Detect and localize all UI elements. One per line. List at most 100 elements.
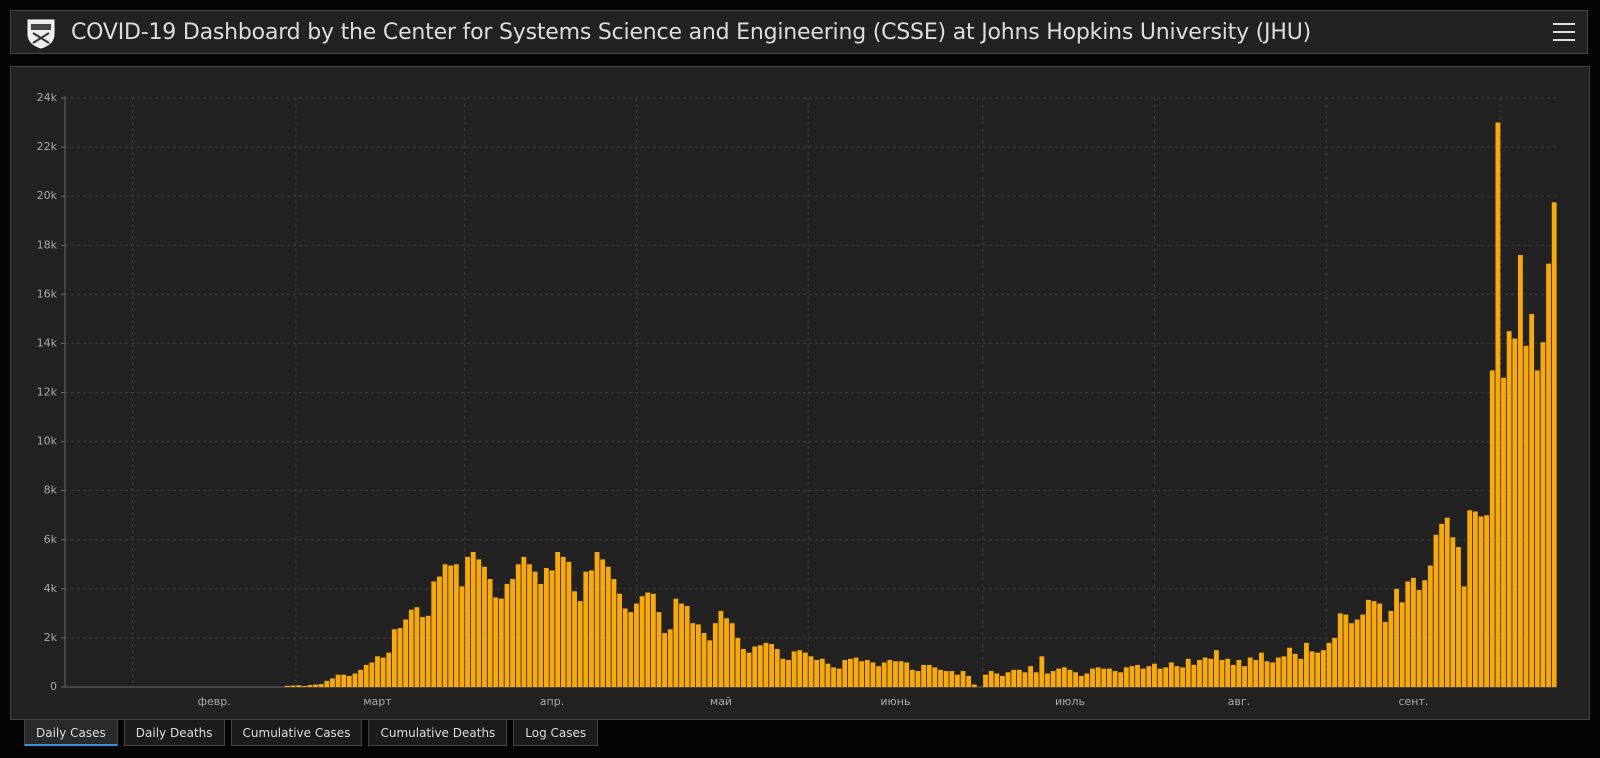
bar — [836, 668, 842, 687]
bar — [1225, 658, 1231, 687]
bar — [1309, 651, 1315, 687]
bar — [375, 656, 380, 687]
bar — [1073, 672, 1079, 687]
bar — [639, 596, 645, 687]
bar — [881, 662, 887, 687]
bar — [1320, 650, 1326, 687]
bar — [1230, 664, 1236, 687]
bar — [1529, 313, 1535, 687]
bar — [1247, 657, 1253, 687]
bar — [712, 623, 718, 687]
bar — [1433, 534, 1439, 687]
y-tick-label: 14k — [37, 336, 58, 349]
bar — [701, 633, 707, 687]
bar — [538, 583, 544, 687]
bar — [1028, 666, 1033, 687]
bar — [1461, 586, 1467, 687]
bar — [1422, 580, 1428, 687]
bar — [448, 565, 454, 687]
bar — [605, 566, 611, 687]
bar — [346, 675, 352, 687]
bar — [774, 648, 780, 687]
bar — [842, 660, 848, 687]
bar — [1078, 675, 1084, 687]
bar — [926, 664, 932, 687]
bar — [769, 644, 775, 687]
bar — [1506, 331, 1512, 687]
bar — [780, 658, 786, 687]
bar — [515, 564, 521, 687]
bar — [324, 680, 330, 687]
bar — [1253, 660, 1259, 687]
bar — [403, 619, 409, 687]
bar — [1292, 653, 1298, 687]
bar — [909, 669, 915, 687]
bar — [1140, 668, 1146, 687]
bar — [431, 581, 437, 687]
bar — [577, 601, 583, 687]
y-tick-label: 4k — [44, 582, 58, 595]
bar — [560, 556, 566, 687]
bar — [1450, 537, 1456, 687]
tab[interactable]: Daily Cases — [24, 719, 118, 746]
tab[interactable]: Cumulative Cases — [230, 719, 363, 746]
bar — [1168, 662, 1174, 687]
x-tick-label: март — [363, 695, 392, 708]
tab[interactable]: Daily Deaths — [123, 719, 225, 746]
bar — [543, 567, 549, 687]
bar — [1208, 658, 1214, 687]
bar — [746, 652, 752, 687]
bar — [386, 652, 392, 687]
bar — [465, 556, 470, 687]
chart: 0 2k 4k 6k 8k 10k 12k 14k 16k 18k 20k 22k 24k февр. ма… — [37, 91, 1557, 708]
bar — [1495, 122, 1501, 687]
bar — [1095, 667, 1101, 687]
bar — [1337, 613, 1343, 687]
bar — [1174, 666, 1180, 687]
x-tick-label: авг. — [1228, 695, 1251, 708]
menu-button[interactable] — [1553, 23, 1575, 41]
bar — [1444, 517, 1450, 687]
bar — [1478, 516, 1484, 687]
bar — [994, 673, 1000, 687]
tab-bar: Daily Cases Daily Deaths Cumulative Cases C… — [24, 719, 599, 751]
y-tick-label: 2k — [44, 631, 58, 644]
bar — [470, 552, 476, 687]
bar — [1050, 671, 1056, 687]
bar — [915, 671, 921, 687]
x-tick-label: сент. — [1398, 695, 1428, 708]
bar — [1129, 666, 1135, 687]
bar — [1399, 602, 1405, 687]
bar — [1045, 673, 1050, 687]
bar — [1067, 669, 1073, 687]
bar — [628, 612, 634, 687]
bar — [1411, 577, 1416, 687]
tab[interactable]: Cumulative Deaths — [368, 719, 508, 746]
bar — [1467, 510, 1473, 687]
bar — [1022, 672, 1028, 687]
bar — [729, 623, 735, 687]
bar — [589, 570, 594, 687]
bar — [718, 610, 724, 687]
bar — [1332, 637, 1338, 687]
bar — [645, 592, 651, 687]
logo — [27, 19, 55, 49]
bar — [363, 664, 369, 687]
bar — [786, 660, 791, 687]
bar — [819, 658, 825, 687]
bar — [1551, 202, 1557, 688]
bar — [1517, 255, 1523, 688]
bar — [397, 628, 403, 687]
bar — [1315, 652, 1321, 687]
x-tick-label: май — [710, 695, 732, 708]
tab[interactable]: Log Cases — [513, 719, 599, 746]
bar — [1270, 662, 1276, 687]
bar — [1090, 668, 1095, 687]
bar — [1005, 672, 1011, 687]
bar — [510, 579, 516, 687]
y-tick-label: 18k — [37, 238, 58, 251]
x-tick-label: апр. — [540, 695, 564, 708]
bar — [1456, 547, 1461, 687]
bar — [1213, 650, 1219, 687]
